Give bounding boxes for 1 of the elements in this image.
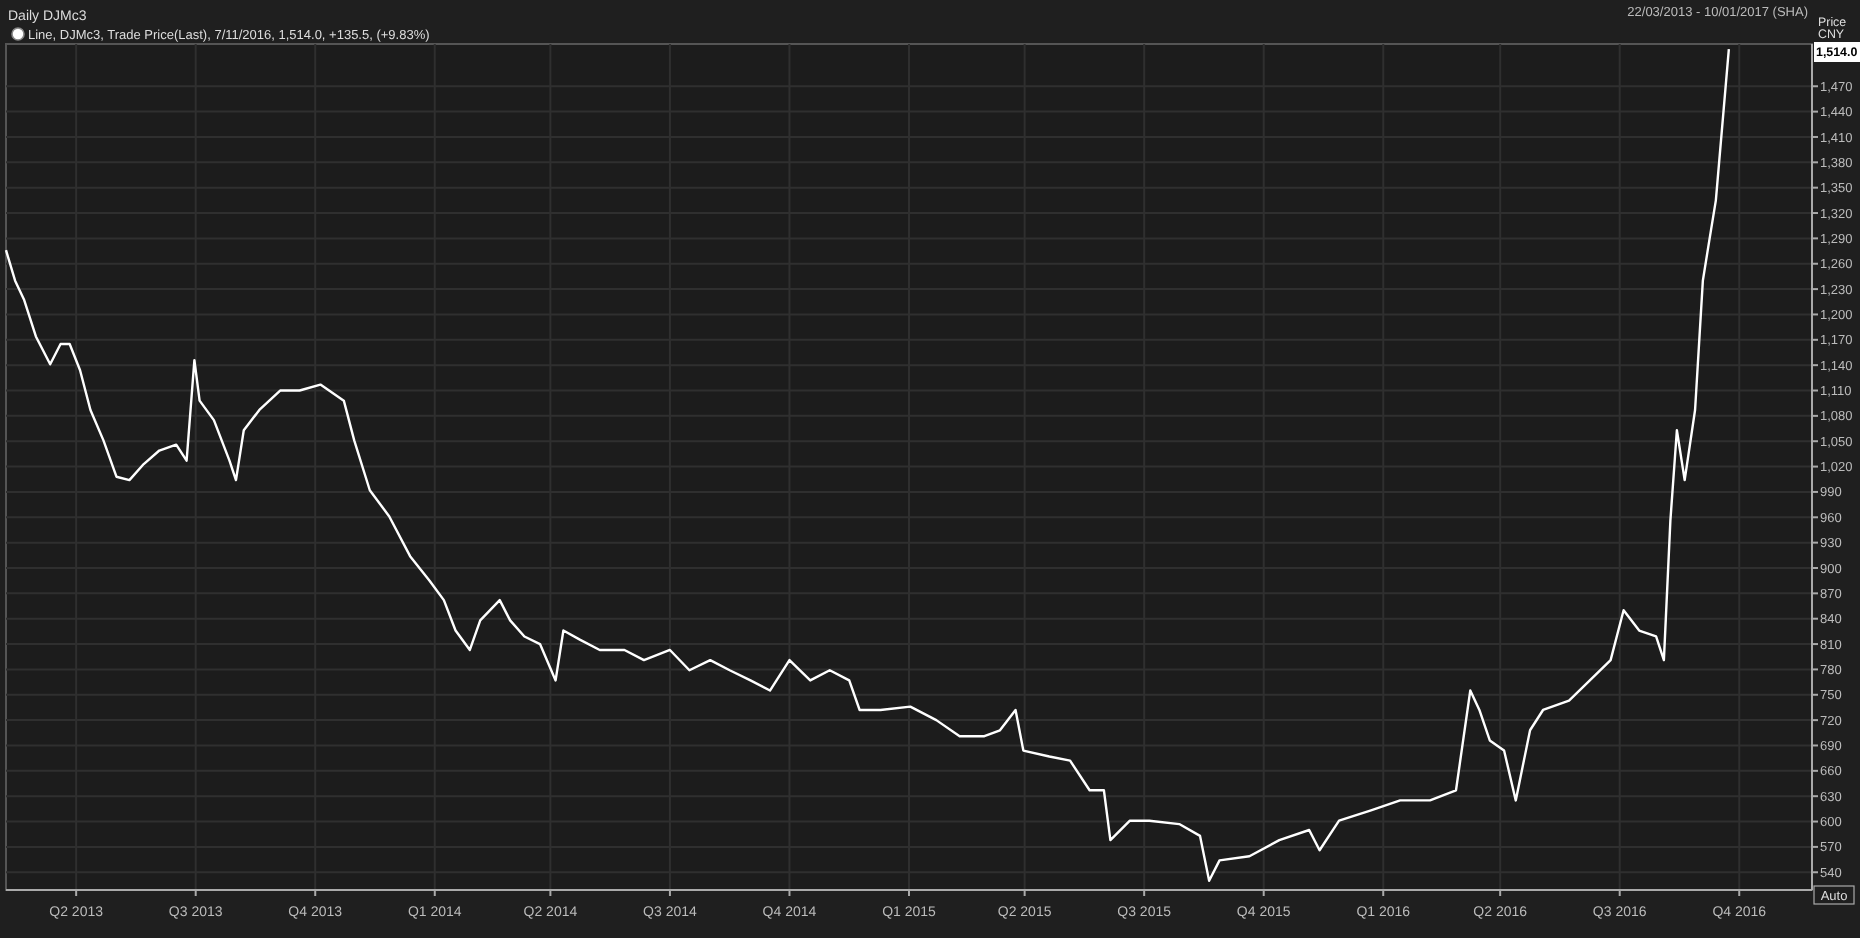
line-series [4, 47, 1731, 882]
